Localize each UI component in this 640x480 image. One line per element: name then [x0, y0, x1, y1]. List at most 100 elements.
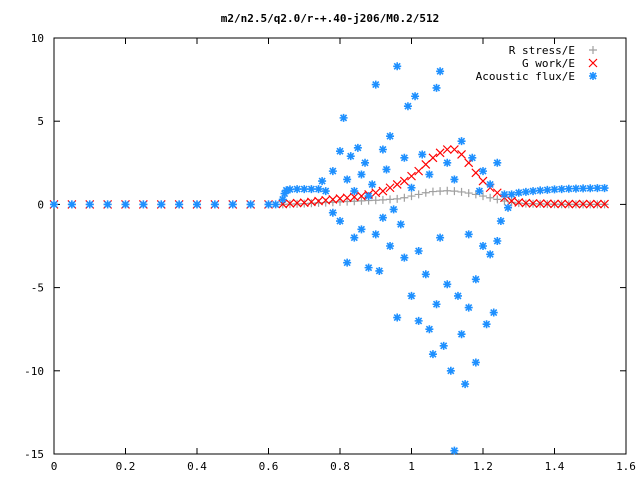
- data-point: [382, 165, 391, 174]
- data-point: [457, 330, 466, 339]
- data-point: [228, 200, 237, 209]
- data-point: [393, 313, 402, 322]
- data-point: [436, 187, 445, 196]
- data-point: [507, 196, 517, 206]
- data-point: [375, 266, 384, 275]
- axis-ticks: [53, 37, 627, 455]
- data-point: [264, 200, 273, 209]
- data-point: [432, 83, 441, 92]
- data-point: [521, 198, 531, 208]
- series-2: [50, 62, 609, 455]
- data-point: [486, 180, 495, 189]
- data-point: [378, 145, 387, 154]
- x-tick-label: 0: [51, 460, 58, 473]
- legend-marker-icon: [588, 58, 598, 68]
- data-point: [103, 200, 112, 209]
- data-point: [342, 193, 352, 203]
- data-point: [400, 193, 409, 202]
- data-point: [339, 113, 348, 122]
- data-point: [350, 187, 359, 196]
- y-tick-label: -5: [31, 282, 44, 295]
- data-point: [314, 198, 323, 207]
- data-point: [507, 190, 516, 199]
- data-point: [514, 188, 523, 197]
- data-point: [411, 92, 420, 101]
- data-point: [400, 253, 409, 262]
- data-point: [492, 188, 502, 198]
- data-point: [371, 230, 380, 239]
- data-point: [389, 205, 398, 214]
- data-point: [457, 187, 466, 196]
- data-point: [479, 242, 487, 250]
- data-point: [378, 186, 388, 196]
- data-point: [421, 160, 431, 169]
- data-point: [346, 152, 355, 161]
- data-point: [407, 192, 416, 201]
- data-point: [585, 199, 595, 209]
- data-point: [193, 200, 201, 209]
- data-point: [489, 308, 498, 317]
- x-tick-label: 1.4: [545, 460, 565, 473]
- data-point: [439, 341, 448, 350]
- data-point: [425, 325, 434, 334]
- data-point: [357, 196, 366, 205]
- y-tick-label: -10: [24, 365, 44, 378]
- data-point: [318, 177, 327, 186]
- data-point: [543, 185, 552, 194]
- data-point: [414, 166, 424, 176]
- data-point: [300, 185, 309, 194]
- data-point: [396, 220, 405, 229]
- data-point: [328, 208, 337, 217]
- data-point: [457, 150, 466, 159]
- data-point: [343, 197, 352, 206]
- data-point: [292, 198, 302, 208]
- data-point: [464, 158, 474, 168]
- data-point: [450, 187, 459, 196]
- data-point: [428, 187, 437, 196]
- data-point: [436, 67, 445, 76]
- data-point: [564, 184, 573, 193]
- data-point: [461, 380, 470, 389]
- data-point: [550, 199, 559, 209]
- data-point: [443, 158, 452, 167]
- x-tick-label: 0.2: [116, 460, 136, 473]
- data-point: [421, 270, 430, 279]
- data-point: [443, 186, 452, 195]
- data-point: [464, 230, 473, 239]
- data-point: [403, 102, 412, 111]
- y-tick-label: 5: [37, 115, 44, 128]
- data-point: [432, 300, 441, 309]
- data-point: [246, 200, 255, 209]
- data-point: [307, 185, 316, 194]
- data-point: [550, 185, 559, 194]
- data-point: [282, 186, 291, 195]
- data-point: [280, 189, 289, 198]
- data-point: [121, 200, 130, 209]
- data-point: [353, 143, 362, 152]
- data-point: [321, 187, 330, 196]
- x-tick-label: 0.8: [330, 460, 350, 473]
- data-point: [343, 175, 352, 184]
- data-point: [529, 187, 538, 196]
- data-point: [421, 188, 430, 197]
- y-tick-label: -15: [24, 448, 44, 461]
- data-point: [293, 185, 302, 194]
- y-tick-label: 0: [37, 198, 44, 211]
- data-point: [343, 258, 352, 267]
- data-point: [521, 187, 530, 196]
- data-point: [328, 194, 338, 204]
- x-tick-label: 1: [408, 460, 415, 473]
- data-point: [414, 316, 423, 325]
- data-point: [157, 200, 166, 209]
- data-point: [593, 184, 602, 193]
- data-point: [557, 199, 567, 209]
- data-point: [371, 80, 380, 89]
- data-point: [371, 196, 380, 205]
- x-tick-label: 1.2: [473, 460, 493, 473]
- data-point: [479, 167, 487, 176]
- data-point: [321, 195, 331, 205]
- legend-marker-icon: [589, 46, 597, 54]
- data-point: [600, 184, 609, 193]
- data-point: [443, 280, 452, 289]
